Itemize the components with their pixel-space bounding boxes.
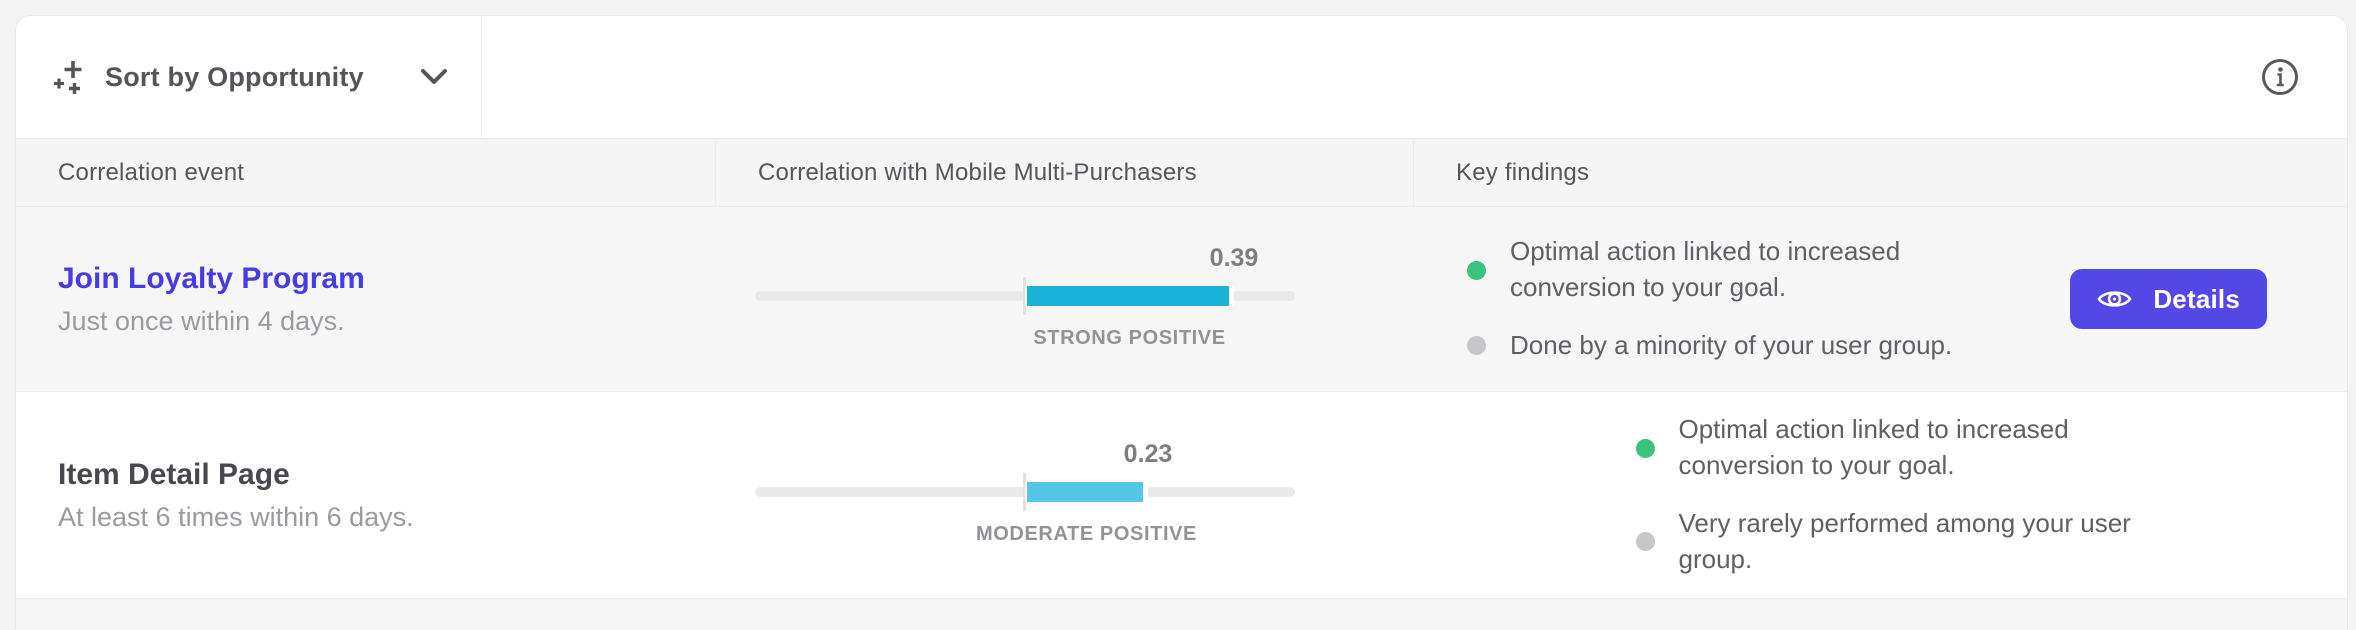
correlation-bar-zero-tick — [1023, 473, 1026, 511]
details-button-label: Details — [2153, 283, 2240, 314]
positive-dot-icon — [1467, 260, 1486, 280]
correlation-bar: 0.23 MODERATE POSITIVE — [755, 440, 1295, 548]
column-header-correlation: Correlation with Mobile Multi-Purchasers — [716, 139, 1414, 206]
finding-item: Optimal action linked to increased conve… — [1467, 234, 2010, 306]
finding-item: Optimal action linked to increased conve… — [1635, 412, 2179, 484]
details-button[interactable]: Details — [2070, 269, 2267, 329]
finding-item: Done by a minority of your user group. — [1467, 328, 2010, 364]
key-findings-cell: Optimal action linked to increased conve… — [1414, 207, 2347, 391]
sparkle-plus-icon — [54, 61, 82, 94]
finding-text: Optimal action linked to increased conve… — [1678, 414, 2069, 481]
finding-text: Very rarely performed among your user gr… — [1678, 508, 2131, 574]
table-header-row: Correlation event Correlation with Mobil… — [16, 139, 2347, 207]
table-row[interactable]: Item Detail Page At least 6 times within… — [16, 392, 2347, 599]
findings-list: Optimal action linked to increased conve… — [1635, 412, 2179, 578]
correlation-bar-zero-tick — [1023, 277, 1026, 315]
correlation-cell: 0.39 STRONG POSITIVE — [716, 207, 1414, 391]
correlation-value: 0.39 — [1209, 244, 1259, 272]
toolbar: Sort by Opportunity — [16, 16, 2347, 139]
column-header-correlation-event: Correlation event — [16, 139, 716, 206]
findings-list: Optimal action linked to increased conve… — [1467, 234, 2010, 364]
correlation-report-card: Sort by Opportunity Correlation event Co… — [15, 15, 2348, 630]
chevron-down-icon — [421, 69, 447, 84]
sort-by-label: Sort by Opportunity — [105, 61, 364, 92]
neutral-dot-icon — [1467, 336, 1486, 356]
correlation-sentiment-label: MODERATE POSITIVE — [976, 523, 1197, 545]
correlation-value: 0.23 — [1123, 440, 1173, 468]
event-title: Item Detail Page — [58, 458, 290, 491]
event-title-link[interactable]: Join Loyalty Program — [58, 262, 365, 295]
correlation-bar-segment — [1025, 286, 1234, 306]
correlation-bar: 0.39 STRONG POSITIVE — [755, 244, 1295, 352]
finding-text: Done by a minority of your user group. — [1510, 329, 1953, 360]
eye-icon — [2097, 291, 2132, 307]
finding-item: Very rarely performed among your user gr… — [1635, 506, 2179, 578]
table-row[interactable]: Join Loyalty Program Just once within 4 … — [16, 207, 2347, 392]
sort-by-dropdown[interactable]: Sort by Opportunity — [16, 16, 482, 138]
column-header-key-findings: Key findings — [1456, 158, 1590, 186]
positive-dot-icon — [1635, 438, 1655, 458]
info-icon[interactable] — [2259, 56, 2301, 98]
event-cell: Join Loyalty Program Just once within 4 … — [16, 207, 716, 391]
neutral-dot-icon — [1635, 532, 1655, 552]
correlation-cell: 0.23 MODERATE POSITIVE — [716, 392, 1414, 598]
key-findings-cell: Optimal action linked to increased conve… — [1414, 392, 2347, 598]
event-subtitle: At least 6 times within 6 days. — [58, 502, 414, 532]
event-subtitle: Just once within 4 days. — [58, 306, 345, 336]
finding-text: Optimal action linked to increased conve… — [1510, 236, 1901, 303]
correlation-bar-segment — [1025, 482, 1148, 502]
next-row-peek — [16, 599, 2347, 630]
correlation-sentiment-label: STRONG POSITIVE — [1033, 327, 1226, 349]
event-cell: Item Detail Page At least 6 times within… — [16, 392, 716, 598]
